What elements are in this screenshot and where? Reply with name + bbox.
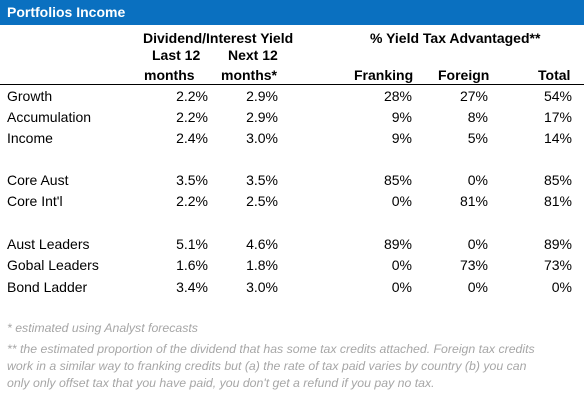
header-foreign: Foreign	[438, 67, 490, 83]
next12-value: 3.5%	[246, 172, 278, 188]
footnote-estimated: * estimated using Analyst forecasts	[7, 321, 198, 335]
header-dividend-yield: Dividend/Interest Yield	[143, 30, 294, 46]
total-value: 73%	[543, 257, 572, 273]
row-label: Core Aust	[7, 172, 69, 188]
header-divider	[0, 84, 584, 85]
foreign-value: 0%	[467, 172, 488, 188]
header-next12-line1: Next 12	[228, 47, 278, 63]
header-next12-line2: months*	[221, 67, 277, 83]
last12-value: 3.5%	[176, 172, 208, 188]
franking-value: 28%	[383, 88, 412, 104]
total-value: 0%	[551, 279, 572, 295]
franking-value: 9%	[391, 130, 412, 146]
franking-value: 9%	[391, 109, 412, 125]
header-total: Total	[538, 67, 571, 83]
next12-value: 2.9%	[246, 109, 278, 125]
total-value: 89%	[543, 236, 572, 252]
franking-value: 85%	[383, 172, 412, 188]
foreign-value: 0%	[467, 279, 488, 295]
header-last12-line1: Last 12	[152, 47, 201, 63]
next12-value: 2.9%	[246, 88, 278, 104]
row-label: Bond Ladder	[7, 279, 88, 295]
footnote-tax-credits-line2: work in a similar way to franking credit…	[7, 359, 527, 373]
franking-value: 0%	[391, 257, 412, 273]
last12-value: 2.2%	[176, 193, 208, 209]
last12-value: 2.2%	[176, 88, 208, 104]
page-title: Portfolios Income	[7, 4, 126, 20]
total-value: 17%	[543, 109, 572, 125]
header-last12-line2: months	[144, 67, 195, 83]
row-label: Accumulation	[7, 109, 92, 125]
footnote-tax-credits-line3: only only offset tax that you have paid,…	[7, 376, 435, 390]
franking-value: 0%	[391, 279, 412, 295]
last12-value: 1.6%	[176, 257, 208, 273]
row-label: Core Int'l	[7, 193, 63, 209]
header-tax-advantaged: % Yield Tax Advantaged**	[370, 30, 541, 46]
foreign-value: 27%	[459, 88, 488, 104]
title-bar: Portfolios Income	[0, 0, 584, 25]
total-value: 14%	[543, 130, 572, 146]
next12-value: 2.5%	[246, 193, 278, 209]
header-franking: Franking	[354, 67, 414, 83]
row-label: Aust Leaders	[7, 236, 90, 252]
last12-value: 2.4%	[176, 130, 208, 146]
row-label: Growth	[7, 88, 53, 104]
last12-value: 5.1%	[176, 236, 208, 252]
next12-value: 4.6%	[246, 236, 278, 252]
total-value: 85%	[543, 172, 572, 188]
next12-value: 3.0%	[246, 279, 278, 295]
total-value: 54%	[543, 88, 572, 104]
franking-value: 89%	[383, 236, 412, 252]
row-label: Income	[7, 130, 53, 146]
next12-value: 3.0%	[246, 130, 278, 146]
total-value: 81%	[543, 193, 572, 209]
last12-value: 3.4%	[176, 279, 208, 295]
row-label: Gobal Leaders	[7, 257, 99, 273]
foreign-value: 0%	[467, 236, 488, 252]
foreign-value: 5%	[467, 130, 488, 146]
next12-value: 1.8%	[246, 257, 278, 273]
franking-value: 0%	[391, 193, 412, 209]
foreign-value: 73%	[459, 257, 488, 273]
last12-value: 2.2%	[176, 109, 208, 125]
footnote-tax-credits-line1: ** the estimated proportion of the divid…	[7, 342, 535, 356]
foreign-value: 8%	[467, 109, 488, 125]
foreign-value: 81%	[459, 193, 488, 209]
